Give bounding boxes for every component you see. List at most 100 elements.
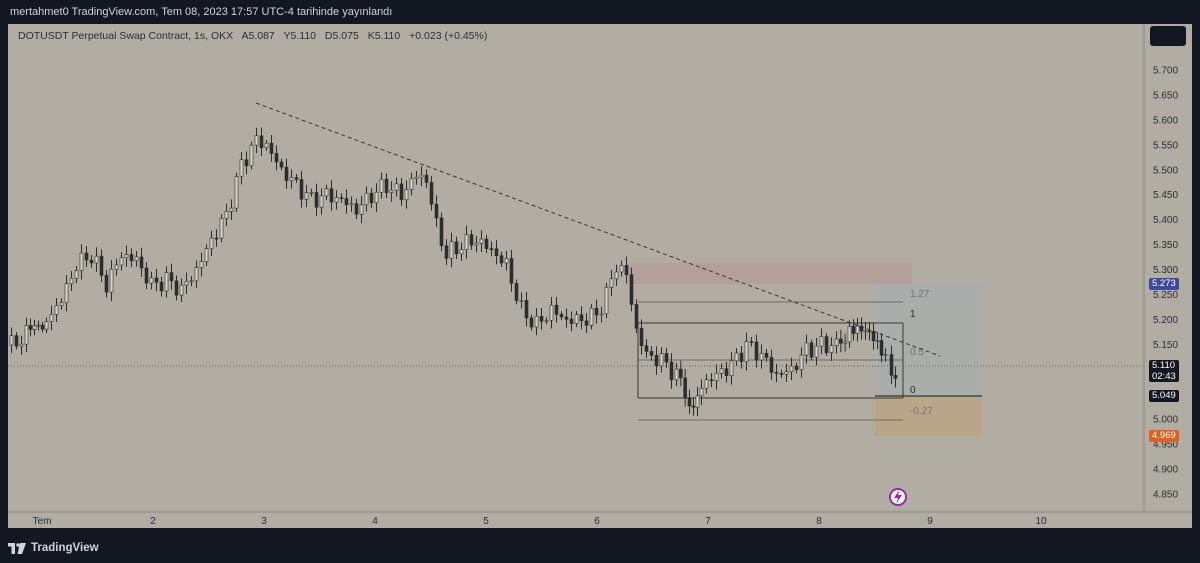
candle-body <box>569 318 574 324</box>
candle-body <box>519 300 524 302</box>
candle-body <box>14 335 19 347</box>
candle-body <box>809 342 814 358</box>
time-tick-label: 8 <box>816 516 822 527</box>
candle-body <box>559 314 564 318</box>
symbol-legend[interactable]: DOTUSDT Perpetual Swap Contract, 1s, OKX… <box>18 30 493 42</box>
candle-body <box>834 338 839 346</box>
candle-body <box>649 351 654 356</box>
candle-body <box>794 365 799 370</box>
candle-body <box>399 183 404 201</box>
candle-body <box>219 218 224 239</box>
candlestick-series <box>9 127 898 417</box>
candle-body <box>84 252 89 261</box>
time-tick-label: 7 <box>705 516 711 527</box>
ohlc-low: D5.075 <box>324 30 359 42</box>
candle-body <box>254 135 259 146</box>
candle-body <box>9 335 14 346</box>
symbol-name[interactable]: DOTUSDT Perpetual Swap Contract, 1s, OKX <box>18 30 234 42</box>
candle-body <box>74 270 79 279</box>
candle-body <box>224 211 229 219</box>
candle-body <box>409 178 414 190</box>
candle-body <box>119 257 124 266</box>
price-tick-label: 5.150 <box>1153 340 1178 351</box>
price-tick-label: 4.850 <box>1153 490 1178 501</box>
candle-body <box>40 324 45 330</box>
last-price-value: 5.110 <box>1152 360 1176 371</box>
candle-body <box>699 387 704 397</box>
candle-body <box>299 179 304 200</box>
candle-body <box>244 159 249 167</box>
supply-zone-rect <box>628 263 912 284</box>
candle-body <box>749 341 754 343</box>
candle-body <box>64 283 69 303</box>
price-tick-label: 4.950 <box>1153 440 1178 451</box>
candle-body <box>49 314 54 322</box>
candle-body <box>469 234 474 246</box>
candle-body <box>714 372 719 381</box>
candle-body <box>189 280 194 283</box>
scale-toggle-button[interactable] <box>1150 26 1186 46</box>
price-tick-label: 5.700 <box>1153 66 1178 77</box>
price-tick-label: 5.200 <box>1153 315 1178 326</box>
time-axis-ticks: Tem 2 3 4 5 6 7 8 9 10 <box>33 516 1047 527</box>
candle-body <box>109 268 114 293</box>
chart-area[interactable] <box>8 24 1192 528</box>
time-tick-label: 10 <box>1035 516 1047 527</box>
candle-body <box>329 188 334 203</box>
candle-body <box>499 255 504 264</box>
candle-body <box>669 361 674 381</box>
candle-body <box>314 192 319 208</box>
candle-body <box>679 368 683 379</box>
candle-body <box>683 377 687 398</box>
candle-body <box>509 258 514 284</box>
candle-body <box>69 278 74 285</box>
candle-body <box>691 405 696 408</box>
candle-body <box>209 237 214 249</box>
candle-body <box>374 191 379 204</box>
candle-body <box>28 325 33 330</box>
candle-body <box>394 183 399 191</box>
candle-body <box>414 176 419 179</box>
candle-body <box>324 188 329 197</box>
tradingview-icon <box>8 542 26 554</box>
candle-body <box>484 238 489 249</box>
candle-body <box>634 304 639 329</box>
ohlc-open: A5.087 <box>241 30 275 42</box>
candle-body <box>799 354 804 370</box>
price-tick-label: 4.900 <box>1153 465 1178 476</box>
candle-body <box>539 316 544 322</box>
stop-price-label: 4.969 <box>1149 430 1179 442</box>
candle-body <box>594 307 599 316</box>
tradingview-logo[interactable]: TradingView <box>8 542 99 554</box>
candle-body <box>709 379 714 381</box>
candle-body <box>354 203 359 215</box>
candle-body <box>184 281 189 286</box>
candle-body <box>154 277 159 283</box>
candle-body <box>294 177 299 180</box>
candle-body <box>129 254 134 262</box>
candle-body <box>644 345 649 352</box>
candle-body <box>379 178 384 193</box>
fib-label-1: 1 <box>910 309 916 320</box>
candle-body <box>459 249 464 255</box>
candle-body <box>855 325 860 334</box>
candle-body <box>554 304 559 315</box>
candle-body <box>349 203 354 206</box>
candle-body <box>843 341 847 344</box>
candle-body <box>99 255 104 276</box>
candle-body <box>754 341 759 361</box>
candle-body <box>204 248 209 262</box>
candle-body <box>784 371 789 375</box>
candle-body <box>319 195 324 208</box>
candle-body <box>274 153 279 163</box>
candle-body <box>804 342 809 356</box>
candle-body <box>564 316 569 320</box>
ohlc-close: K5.110 <box>367 30 401 42</box>
candle-body <box>309 192 314 194</box>
candle-body <box>839 338 843 344</box>
long-position-loss-zone <box>875 396 982 436</box>
candle-body <box>639 327 644 347</box>
time-tick-label: 2 <box>150 516 156 527</box>
candle-body <box>599 313 604 316</box>
